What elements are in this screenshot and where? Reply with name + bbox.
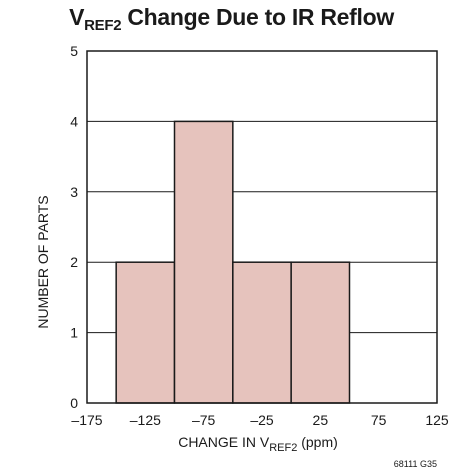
chart-title: VREF2 Change Due to IR Reflow — [0, 4, 463, 34]
x-label-main: CHANGE IN V — [178, 434, 270, 450]
title-subscript: REF2 — [84, 17, 122, 34]
title-rest: Change Due to IR Reflow — [121, 4, 394, 30]
histogram-bar — [290, 261, 351, 404]
y-axis-label: NUMBER OF PARTS — [35, 195, 51, 328]
x-tick-label: –175 — [71, 412, 102, 428]
y-tick-label: 4 — [70, 113, 78, 129]
bars — [115, 120, 351, 404]
plot-frame — [86, 50, 438, 404]
y-tick-label: 5 — [70, 43, 78, 59]
histogram-bar — [232, 261, 292, 404]
x-tick-label: –125 — [130, 412, 161, 428]
x-label-subscript: REF2 — [269, 442, 297, 454]
histogram-bar — [115, 261, 176, 404]
title-main: V — [69, 4, 85, 30]
x-tick-label: –75 — [192, 412, 216, 428]
y-tick-labels: 0 1 2 3 4 5 — [70, 43, 78, 411]
x-label-rest: (ppm) — [297, 434, 337, 450]
y-tick-label: 2 — [70, 254, 78, 270]
x-tick-labels: –175 –125 –75 –25 25 75 125 — [71, 412, 448, 428]
x-tick-label: 125 — [425, 412, 449, 428]
x-axis-label: CHANGE IN VREF2 (ppm) — [178, 434, 338, 454]
x-tick-label: 25 — [313, 412, 329, 428]
y-tick-label: 0 — [70, 395, 78, 411]
x-tick-label: –25 — [250, 412, 274, 428]
y-tick-label: 3 — [70, 184, 78, 200]
x-tick-label: 75 — [371, 412, 387, 428]
figure-code: 68111 G35 — [394, 459, 437, 469]
histogram-bar — [173, 120, 234, 404]
y-tick-label: 1 — [70, 325, 78, 341]
